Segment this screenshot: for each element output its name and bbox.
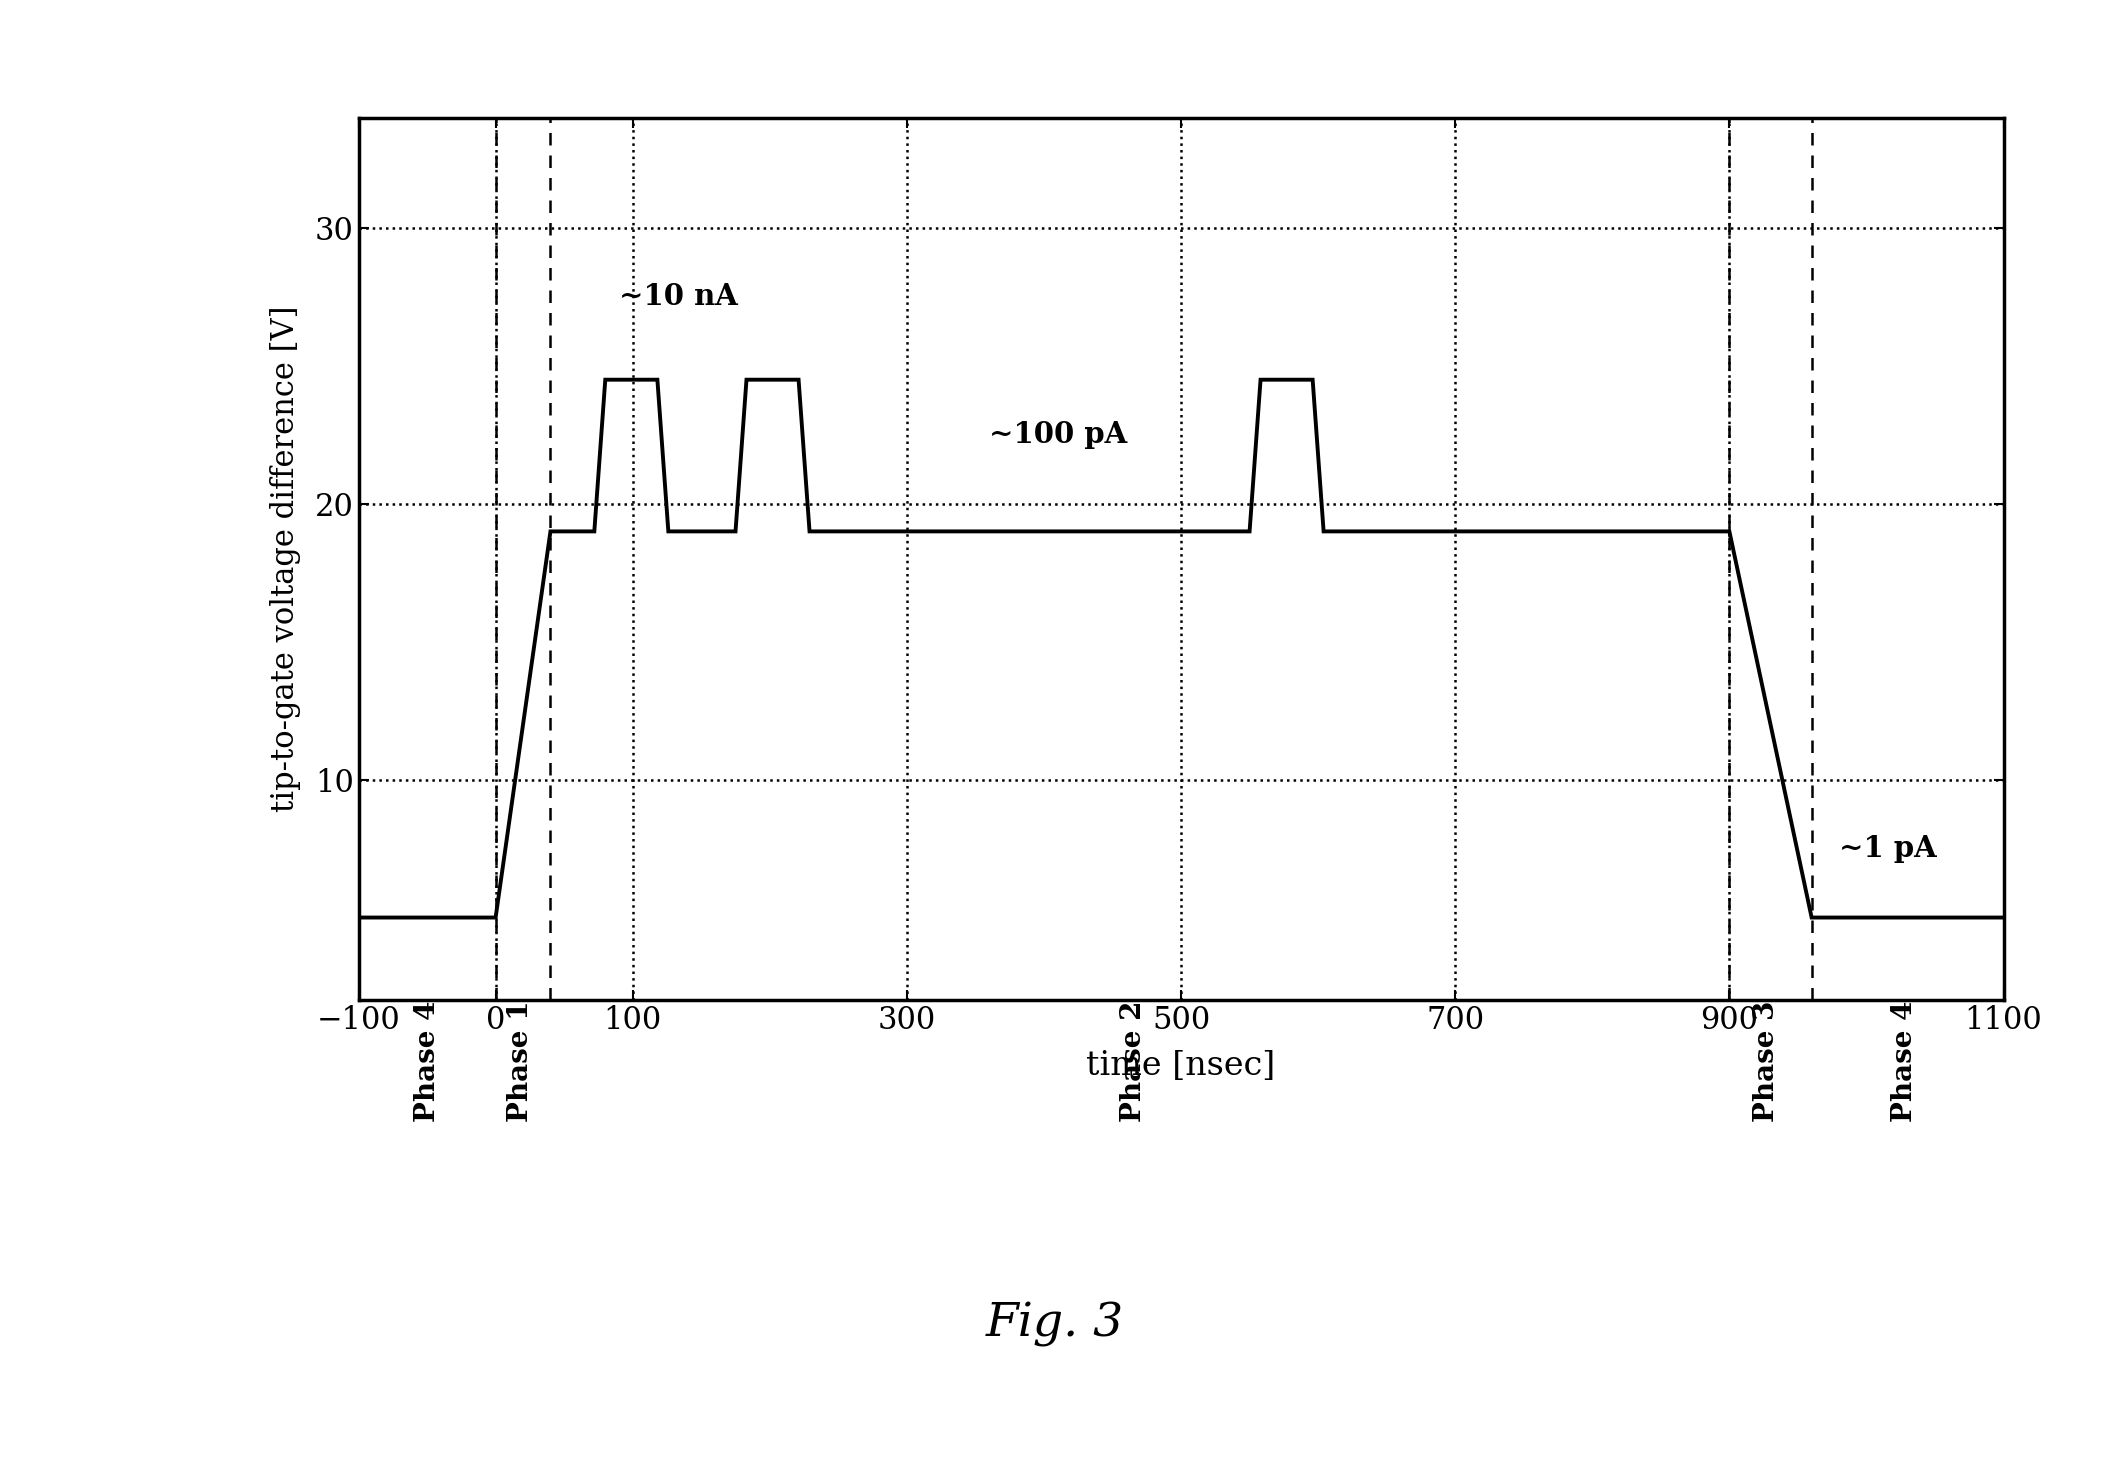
Text: Phase 2: Phase 2 (1120, 1000, 1147, 1122)
Text: Phase 4: Phase 4 (1892, 1000, 1919, 1122)
Text: Fig. 3: Fig. 3 (985, 1302, 1124, 1346)
Y-axis label: tip-to-gate voltage difference [V]: tip-to-gate voltage difference [V] (270, 306, 302, 812)
Text: ~10 nA: ~10 nA (620, 282, 738, 312)
Text: Phase 4: Phase 4 (413, 1000, 441, 1122)
Text: Phase 1: Phase 1 (506, 1000, 534, 1122)
Text: Phase 3: Phase 3 (1753, 1000, 1780, 1122)
X-axis label: time [nsec]: time [nsec] (1086, 1050, 1276, 1083)
Text: ~100 pA: ~100 pA (989, 421, 1128, 449)
Text: ~1 pA: ~1 pA (1839, 834, 1936, 863)
